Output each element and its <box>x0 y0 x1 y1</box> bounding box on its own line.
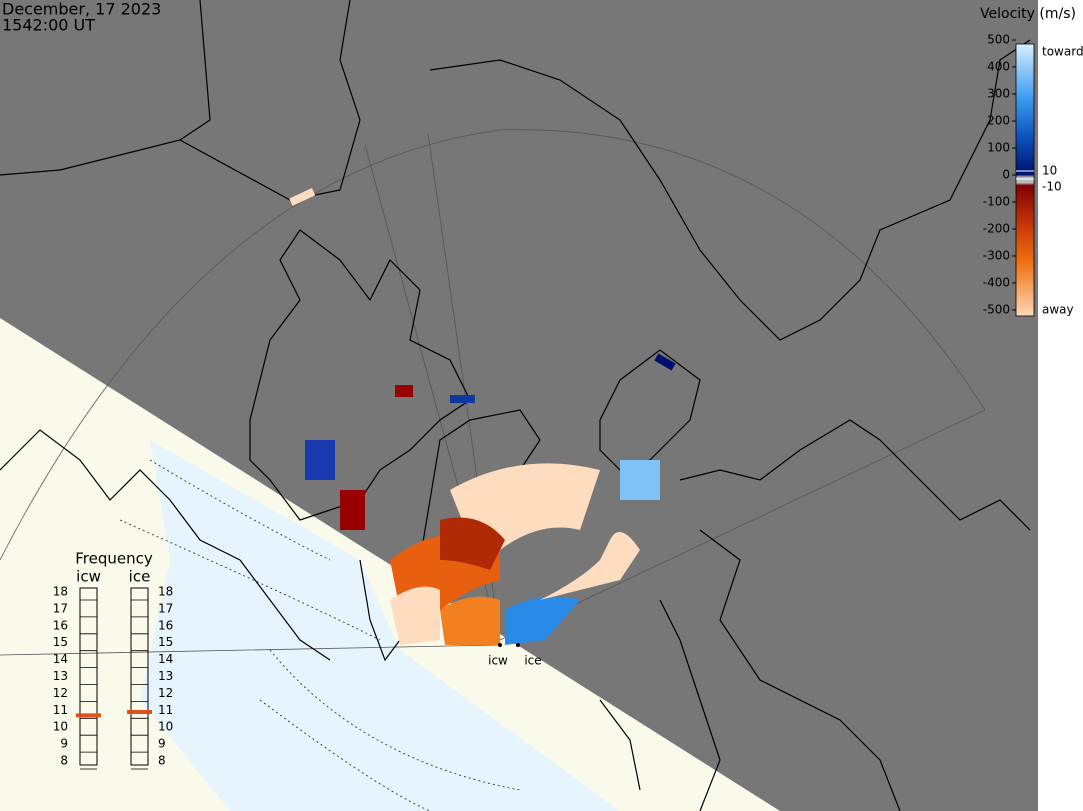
frequency-tick-label: 11 <box>158 703 173 717</box>
frequency-marker <box>76 713 101 718</box>
colorbar-tick-label: 300 <box>987 87 1010 101</box>
frequency-tick-label: 18 <box>158 585 173 599</box>
time: 1542:00 UT <box>2 16 95 35</box>
station-label: ice <box>524 654 541 668</box>
frequency-tick-label: 12 <box>53 686 68 700</box>
station-icw-site <box>498 643 502 647</box>
frequency-tick-label: 8 <box>158 754 166 768</box>
frequency-column <box>79 587 98 766</box>
colorbar-tick-label: 100 <box>987 141 1010 155</box>
frequency-tick-label: 13 <box>53 669 68 683</box>
frequency-tick-label: 12 <box>158 686 173 700</box>
radar-echoes <box>289 188 676 645</box>
colorbar-inner-label: -10 <box>1042 180 1062 194</box>
colorbar-tick-label: 500 <box>987 33 1010 47</box>
colorbar-tick-label: -400 <box>983 276 1010 290</box>
colorbar-tick-label: 200 <box>987 114 1010 128</box>
frequency-title: Frequency <box>75 550 153 568</box>
station-ice-site <box>516 643 520 647</box>
frequency-tick-label: 15 <box>53 635 68 649</box>
colorbar-tick-label: 400 <box>987 60 1010 74</box>
frequency-tick-label: 9 <box>60 737 68 751</box>
frequency-tick-label: 17 <box>158 601 173 615</box>
colorbar-lower-label: away <box>1042 303 1074 317</box>
colorbar-tick-label: -100 <box>983 195 1010 209</box>
colorbar-tick-label: 0 <box>1002 168 1010 182</box>
frequency-tick-label: 16 <box>53 618 68 632</box>
frequency-tick-label: 8 <box>60 754 68 768</box>
frequency-tick-label: 14 <box>158 652 173 666</box>
frequency-tick-label: 11 <box>53 703 68 717</box>
frequency-tick-label: 13 <box>158 669 173 683</box>
frequency-tick-label: 9 <box>158 737 166 751</box>
frequency-tick-label: 10 <box>53 720 68 734</box>
frequency-tick-label: 15 <box>158 635 173 649</box>
station-label: icw <box>488 654 508 668</box>
frequency-marker <box>127 709 152 714</box>
frequency-radar-name: ice <box>129 568 151 586</box>
frequency-tick-label: 18 <box>53 585 68 599</box>
date: December, 17 2023 <box>2 0 161 19</box>
frequency-radar-name: icw <box>76 568 101 586</box>
frequency-tick-label: 16 <box>158 618 173 632</box>
colorbar-title: Velocity (m/s) <box>980 6 1076 22</box>
colorbar-tick-label: -200 <box>983 222 1010 236</box>
colorbar-tick-label: -500 <box>983 303 1010 317</box>
map-grid <box>0 129 986 811</box>
frequency-column <box>130 587 149 766</box>
frequency-tick-label: 17 <box>53 601 68 615</box>
colorbar-inner-label: 10 <box>1042 164 1057 178</box>
ocean <box>140 440 620 811</box>
colorbar-tick-label: -300 <box>983 249 1010 263</box>
frequency-tick-label: 14 <box>53 652 68 666</box>
frequency-tick-label: 10 <box>158 720 173 734</box>
colorbar <box>1015 43 1035 317</box>
colorbar-upper-label: toward <box>1042 45 1083 59</box>
